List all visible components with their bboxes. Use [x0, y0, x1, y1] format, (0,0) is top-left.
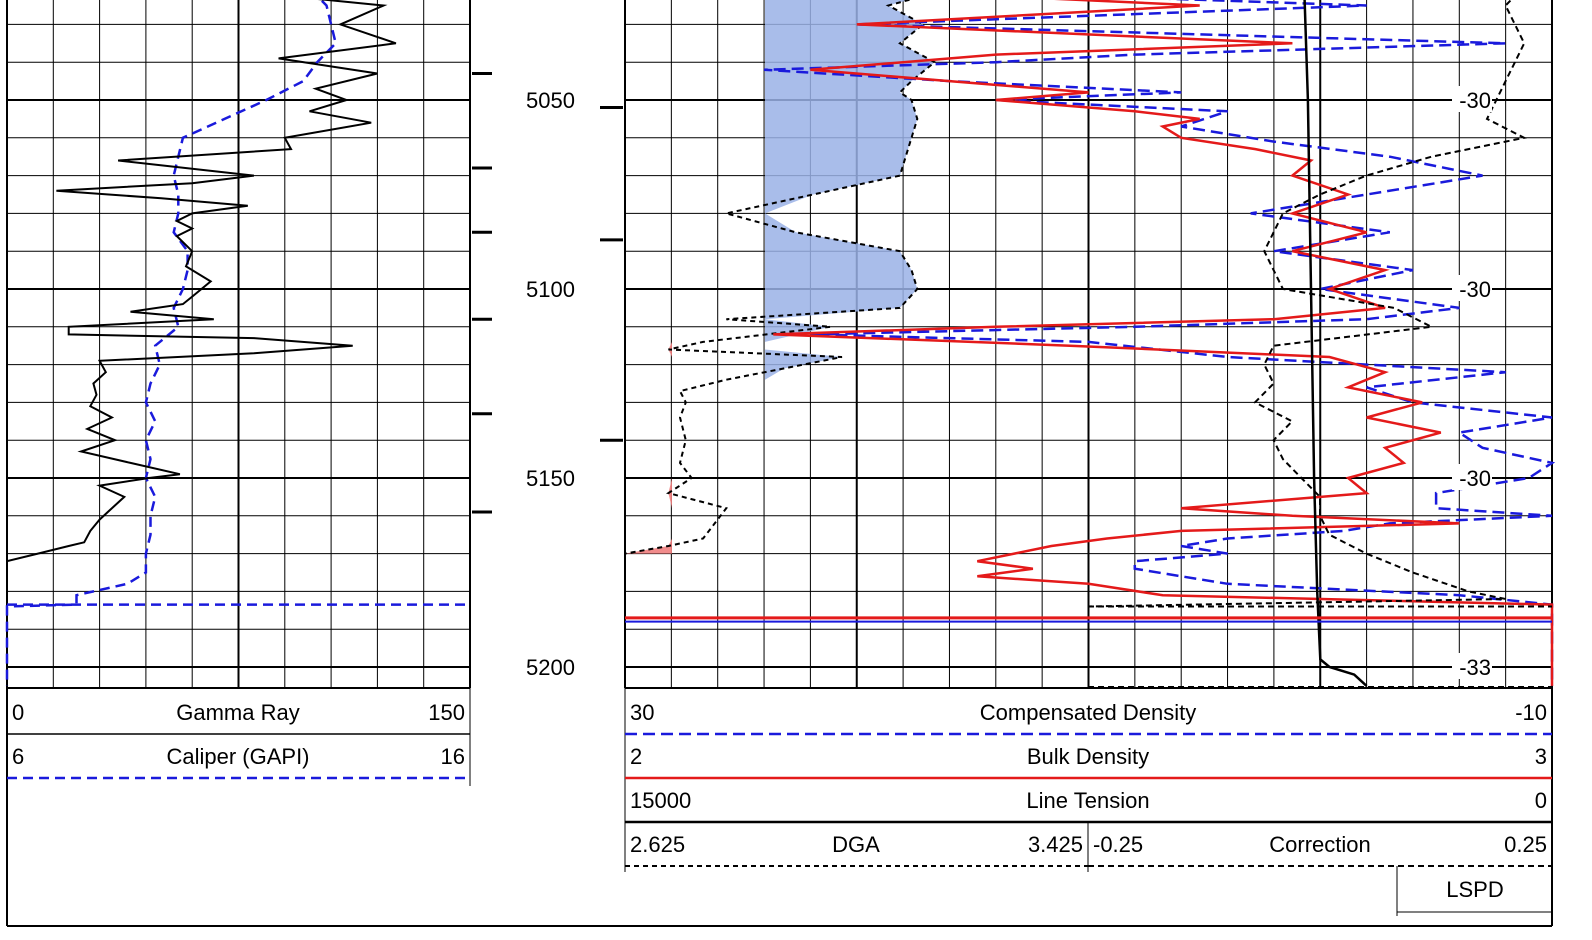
depth-label: 5050 [526, 88, 575, 113]
gamma-ray-curve [6, 0, 397, 573]
speed-label: -30 [1459, 466, 1491, 491]
depth-label: 5150 [526, 466, 575, 491]
dga-blue-fill [765, 0, 935, 554]
bulk-density-min: 2 [630, 744, 642, 769]
speed-label-bg [1452, 86, 1492, 112]
line-tension-legend-label: Line Tension [1026, 788, 1149, 813]
dga-legend-label: DGA [832, 832, 880, 857]
depth-label: 5100 [526, 277, 575, 302]
caliper-legend-label: Caliper (GAPI) [166, 744, 309, 769]
correction-legend-label: Correction [1269, 832, 1370, 857]
caliper-curve [5, 0, 338, 686]
bulk-density-curve [773, 0, 1554, 686]
caliper-max: 16 [441, 744, 465, 769]
speed-label: -33 [1459, 655, 1491, 680]
dga-max: 3.425 [1028, 832, 1083, 857]
compensated-density-legend-label: Compensated Density [980, 700, 1196, 725]
gamma-ray-max: 150 [428, 700, 465, 725]
line-tension-min: 15000 [630, 788, 691, 813]
gamma-ray-min: 0 [12, 700, 24, 725]
compensated-density-curve [763, 0, 1556, 686]
bulk-density-max: 3 [1535, 744, 1547, 769]
speed-label-bg [1452, 275, 1492, 301]
dga-min: 2.625 [630, 832, 685, 857]
line-tension-curve [1303, 0, 1368, 687]
speed-label-bg [1452, 464, 1492, 490]
lspd-legend-label: LSPD [1446, 877, 1503, 902]
compensated-density-min: 30 [630, 700, 654, 725]
caliper-min: 6 [12, 744, 24, 769]
correction-max: 0.25 [1504, 832, 1547, 857]
gamma-ray-legend-label: Gamma Ray [176, 700, 299, 725]
speed-label-bg [1452, 653, 1492, 679]
line-tension-max: 0 [1535, 788, 1547, 813]
speed-label: -30 [1459, 277, 1491, 302]
speed-label: -30 [1459, 88, 1491, 113]
bulk-density-legend-label: Bulk Density [1027, 744, 1149, 769]
compensated-density-max: -10 [1515, 700, 1547, 725]
dga-red-fill [625, 0, 672, 554]
correction-curve [1087, 0, 1528, 608]
depth-label: 5200 [526, 655, 575, 680]
correction-min: -0.25 [1093, 832, 1143, 857]
dga-curve [624, 0, 937, 555]
